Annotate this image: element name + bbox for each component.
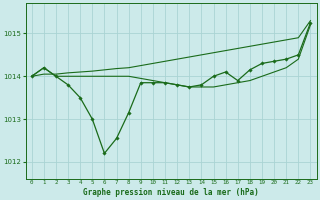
X-axis label: Graphe pression niveau de la mer (hPa): Graphe pression niveau de la mer (hPa)	[83, 188, 259, 197]
